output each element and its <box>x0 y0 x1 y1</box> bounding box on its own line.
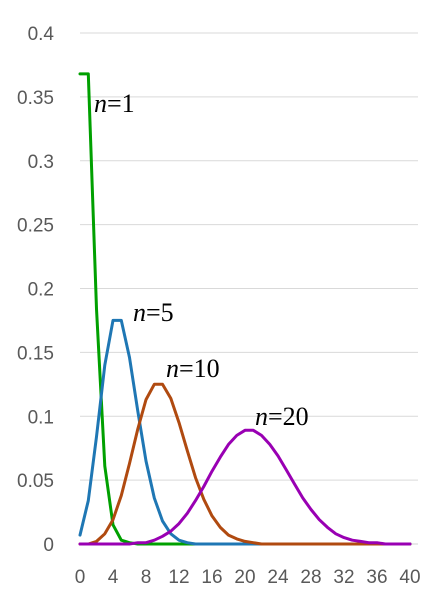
series-label: n=5 <box>133 298 174 327</box>
series-label-value: =20 <box>268 402 309 431</box>
y-axis-ticks: 0 0.05 0.1 0.15 0.2 0.25 0.3 0.35 0.4 <box>17 24 54 556</box>
x-tick-label: 24 <box>267 567 289 588</box>
y-tick-label: 0 <box>43 535 54 556</box>
series-label-value: =5 <box>146 298 174 327</box>
x-tick-label: 8 <box>141 567 152 588</box>
series-label-value: =10 <box>179 354 220 383</box>
series-lines <box>78 72 412 546</box>
series-label: n=10 <box>166 354 220 383</box>
x-tick-label: 12 <box>168 567 189 588</box>
x-tick-label: 40 <box>399 567 420 588</box>
x-axis-ticks: 0 4 8 12 16 20 24 28 32 36 40 <box>75 567 421 588</box>
series-line-n-1 <box>78 72 412 546</box>
series-line-n-20 <box>78 428 412 546</box>
series-label-variable: n <box>133 298 146 327</box>
series-label: n=20 <box>255 402 309 431</box>
y-tick-label: 0.05 <box>17 471 54 492</box>
x-tick-label: 36 <box>366 567 387 588</box>
y-tick-label: 0.15 <box>17 343 54 364</box>
y-tick-label: 0.25 <box>17 216 54 237</box>
y-tick-label: 0.1 <box>28 407 54 428</box>
x-tick-label: 4 <box>108 567 119 588</box>
x-tick-label: 32 <box>333 567 354 588</box>
series-label-variable: n <box>255 402 268 431</box>
x-tick-label: 20 <box>234 567 255 588</box>
x-tick-label: 0 <box>75 567 86 588</box>
series-labels: n=1n=5n=10n=20 <box>94 89 309 431</box>
series-line-n-10 <box>78 382 412 546</box>
series-label: n=1 <box>94 89 135 118</box>
y-tick-label: 0.2 <box>28 280 54 301</box>
y-tick-label: 0.35 <box>17 88 54 109</box>
gridlines <box>80 32 418 481</box>
y-tick-label: 0.3 <box>28 152 54 173</box>
x-tick-label: 28 <box>300 567 321 588</box>
series-line-n-5 <box>78 318 412 546</box>
y-tick-label: 0.4 <box>28 24 55 45</box>
series-label-variable: n <box>94 89 107 118</box>
series-label-value: =1 <box>107 89 135 118</box>
x-tick-label: 16 <box>201 567 222 588</box>
series-label-variable: n <box>166 354 179 383</box>
